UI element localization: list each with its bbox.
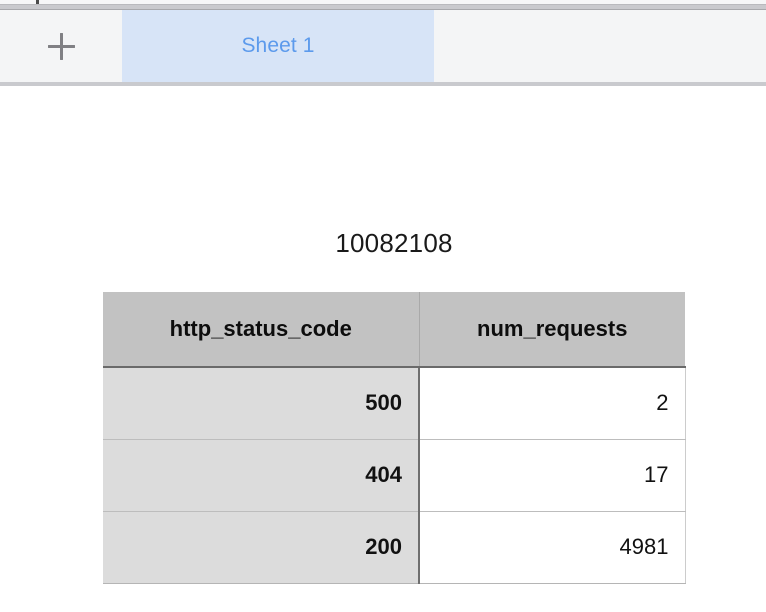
- cell-num-requests[interactable]: 4981: [419, 511, 686, 584]
- table-title: 10082108: [335, 228, 453, 258]
- table-row[interactable]: 500 2: [103, 367, 686, 440]
- sheet-body: 10082108 http_status_code num_requests 5…: [0, 90, 766, 612]
- cell-http-status-code[interactable]: 200: [103, 511, 420, 584]
- column-header-num-requests[interactable]: num_requests: [419, 292, 685, 368]
- cell-num-requests[interactable]: 17: [419, 439, 686, 512]
- window-resize-nub: [36, 0, 39, 4]
- table-header-row: http_status_code num_requests: [103, 292, 685, 368]
- cell-http-status-code[interactable]: 500: [103, 367, 420, 440]
- table-row[interactable]: 404 17: [103, 439, 686, 512]
- sheet-tab-sheet-1[interactable]: Sheet 1: [122, 10, 434, 82]
- window-chrome-divider: [0, 4, 766, 10]
- window-chrome: [0, 0, 766, 10]
- column-header-http-status-code[interactable]: http_status_code: [103, 292, 420, 368]
- sheet-tab-label: Sheet 1: [241, 34, 315, 57]
- cell-http-status-code[interactable]: 404: [103, 439, 420, 512]
- cell-num-requests[interactable]: 2: [419, 367, 686, 440]
- data-table: http_status_code num_requests 500 2 404 …: [103, 292, 686, 584]
- add-sheet-button[interactable]: [0, 10, 122, 82]
- plus-icon: [47, 32, 75, 60]
- table-row[interactable]: 200 4981: [103, 511, 686, 584]
- sheet-tab-bar: Sheet 1: [0, 10, 766, 86]
